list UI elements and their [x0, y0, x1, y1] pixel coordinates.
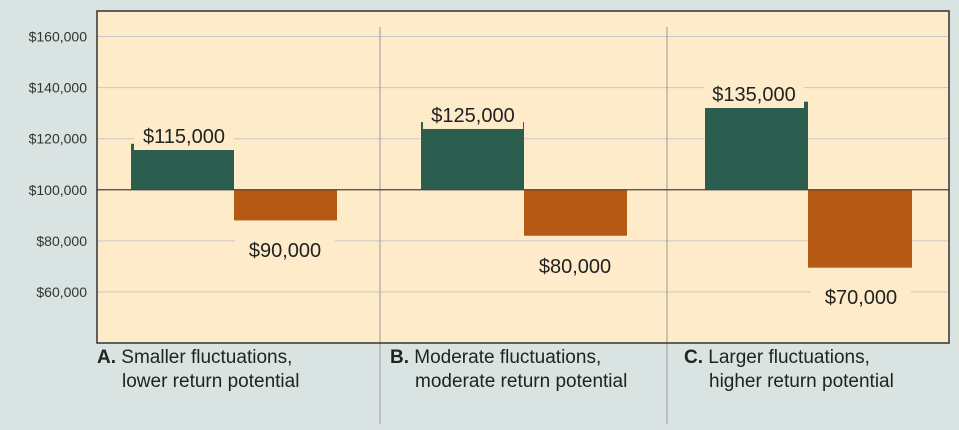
bar-low: [524, 189, 627, 236]
label-low-bg: [525, 254, 625, 280]
caption-c-letter: C.: [684, 347, 703, 368]
label-high-bg: [134, 124, 234, 150]
caption-c-line2: higher return potential: [709, 371, 894, 392]
caption-b-line2: moderate return potential: [415, 371, 628, 392]
y-tick-label: $160,000: [29, 29, 88, 45]
label-low: $90,000: [249, 240, 321, 262]
caption-a-letter: A.: [97, 347, 116, 368]
label-high-bg: [423, 103, 523, 129]
bar-low: [808, 189, 912, 268]
bar-high: [421, 122, 524, 190]
label-high-bg: [704, 82, 804, 108]
y-tick-label: $80,000: [36, 233, 87, 249]
caption-a: A. Smaller fluctuations, lower return po…: [97, 346, 299, 394]
bar-low: [234, 189, 337, 221]
bars: [131, 101, 912, 268]
panel-dividers: [379, 27, 668, 424]
label-high: $125,000: [431, 105, 514, 127]
label-low: $70,000: [825, 287, 897, 309]
y-tick-label: $60,000: [36, 284, 87, 300]
y-axis-ticks: $60,000 $80,000 $100,000 $120,000 $140,000 $1…: [29, 29, 88, 300]
label-low-bg: [811, 285, 911, 311]
label-high: $115,000: [143, 126, 225, 148]
label-low: $80,000: [539, 256, 611, 278]
bar-high: [705, 101, 808, 190]
caption-c: C. Larger fluctuations, higher return po…: [684, 346, 894, 394]
bar-high: [131, 143, 234, 190]
y-tick-label: $100,000: [29, 182, 88, 198]
caption-c-line1: Larger fluctuations,: [708, 347, 870, 368]
caption-b-line1: Moderate fluctuations,: [414, 347, 602, 368]
caption-a-line2: lower return potential: [122, 371, 300, 392]
data-labels: $115,000 $90,000 $125,000 $80,000 $135,000 $7…: [134, 82, 911, 311]
label-low-bg: [235, 238, 335, 264]
caption-a-line1: Smaller fluctuations,: [121, 347, 293, 368]
panel-captions: A. Smaller fluctuations, lower return po…: [0, 344, 959, 430]
caption-b-letter: B.: [390, 347, 409, 368]
plot-frame: [96, 10, 950, 344]
caption-b: B. Moderate fluctuations, moderate retur…: [390, 346, 627, 394]
y-tick-label: $120,000: [29, 131, 88, 147]
label-high: $135,000: [712, 84, 795, 106]
y-tick-label: $140,000: [29, 80, 88, 96]
